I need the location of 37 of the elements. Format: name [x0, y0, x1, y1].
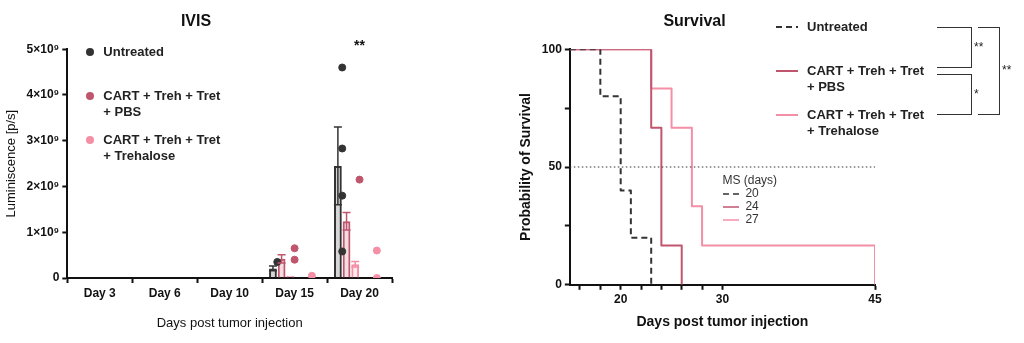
- y-tick-label: 5×10⁹: [26, 41, 60, 56]
- x-axis-title: Days post tumor injection: [636, 313, 809, 330]
- y-tick-label: 0: [555, 277, 563, 292]
- chart-title: IVIS: [180, 12, 212, 30]
- text: **: [974, 39, 984, 54]
- y-tick-label: 1×10⁹: [26, 224, 60, 239]
- annotation: MS (days): [722, 173, 778, 188]
- x-tick-label: Day 20: [340, 285, 380, 300]
- x-axis-title: Days post tumor injection: [156, 314, 303, 330]
- y-tick-label: 0: [52, 270, 60, 285]
- x-tick-label: Day 3: [83, 285, 117, 300]
- legend-label: CART + Treh + Tret + PBS: [807, 63, 926, 96]
- y-axis-title: Probability of Survival: [517, 93, 534, 241]
- x-tick-label: 45: [868, 292, 882, 307]
- text: **: [1002, 63, 1012, 78]
- legend-label: Untreated: [103, 44, 165, 61]
- annotation: **: [354, 37, 366, 54]
- legend-label: CART + Treh + Tret + Trehalose: [103, 132, 222, 165]
- x-tick-label: Day 6: [148, 285, 182, 300]
- y-tick-label: 4×10⁹: [26, 87, 60, 102]
- y-tick-label: 50: [548, 159, 563, 174]
- y-tick-label: 100: [541, 41, 563, 56]
- legend-label: Untreated: [807, 19, 869, 36]
- annotation: 24: [745, 199, 759, 214]
- y-axis-title: Luminiscence [p/s]: [3, 109, 19, 218]
- x-tick-label: 20: [614, 292, 628, 307]
- legend-label: CART + Treh + Tret + PBS: [103, 88, 222, 121]
- chart-title: Survival: [663, 12, 726, 30]
- text: *: [974, 86, 979, 101]
- x-tick-label: Day 10: [210, 285, 250, 300]
- x-tick-label: 30: [715, 292, 730, 307]
- y-tick-label: 2×10⁹: [26, 178, 60, 193]
- x-tick-label: Day 15: [275, 285, 315, 300]
- y-tick-label: 3×10⁹: [26, 133, 60, 148]
- annotation: 20: [745, 186, 759, 201]
- annotation: 27: [745, 212, 759, 227]
- legend-label: CART + Treh + Tret + Trehalose: [807, 107, 926, 140]
